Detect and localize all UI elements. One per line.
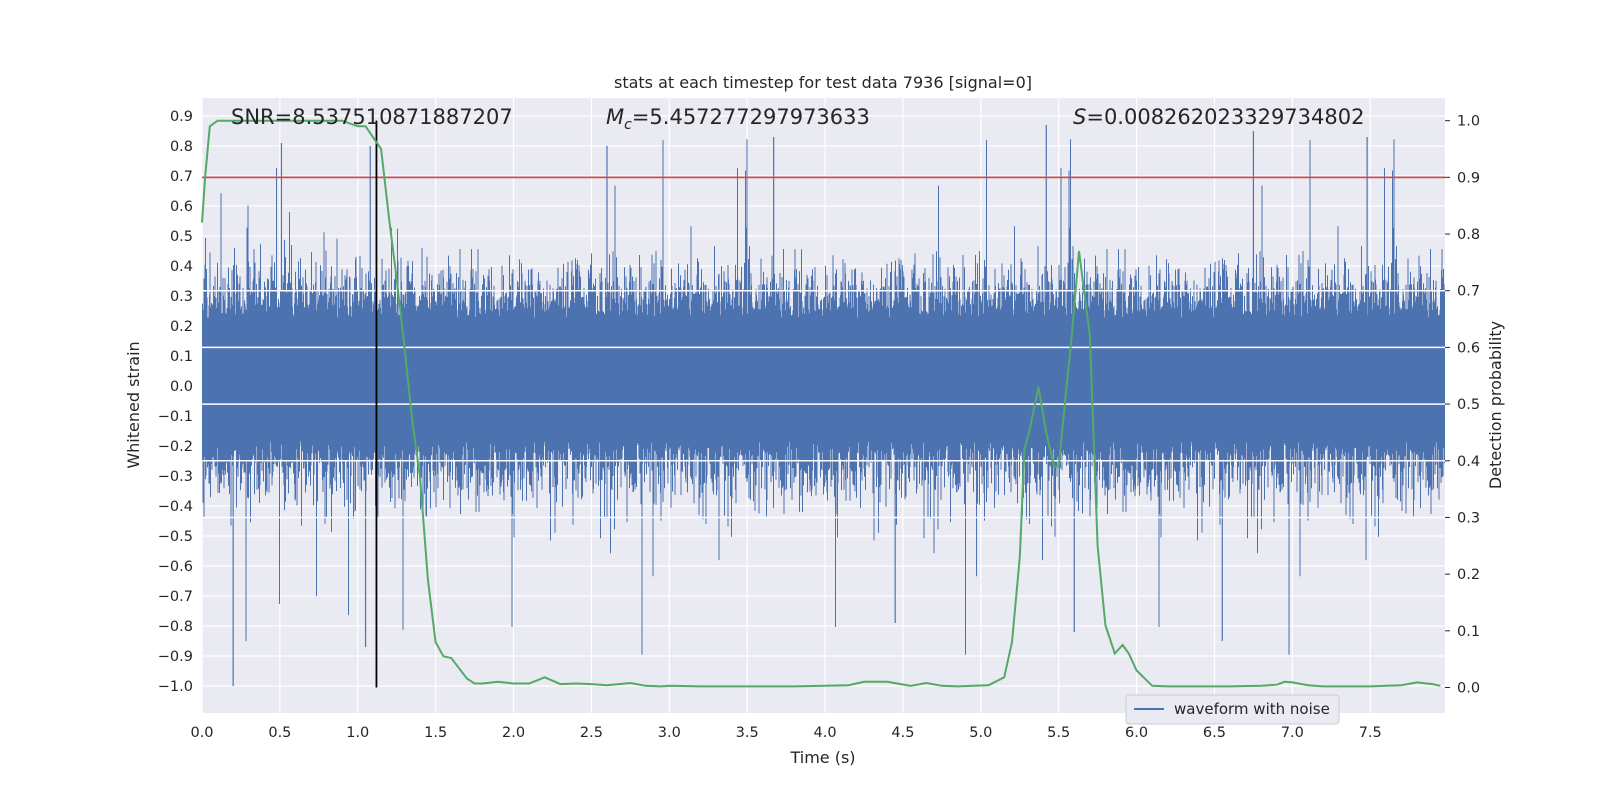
x-tick-label: 3.0 xyxy=(658,725,681,741)
y-right-tick-label: 0.4 xyxy=(1457,454,1480,470)
y-tick-label: −0.6 xyxy=(158,559,193,575)
y-right-tick-label: 0.6 xyxy=(1457,340,1480,356)
y-right-tick-label: 1.0 xyxy=(1457,114,1480,130)
mc-subscript: c xyxy=(624,117,632,133)
y-tick-label: −0.4 xyxy=(158,499,193,515)
y-tick-label: 0.1 xyxy=(170,349,193,365)
mc-symbol: M xyxy=(606,105,624,129)
x-tick-label: 1.5 xyxy=(424,725,447,741)
y-tick-label: 0.7 xyxy=(170,169,193,185)
y-tick-label: 0.9 xyxy=(170,109,193,125)
y-right-tick-label: 0.3 xyxy=(1457,510,1480,526)
legend-box xyxy=(1125,694,1340,725)
chirp-mass-annotation: Mc=5.457277297973633 xyxy=(606,105,870,133)
y-right-tick-label: 0.0 xyxy=(1457,680,1480,696)
x-axis-label: Time (s) xyxy=(789,748,855,767)
x-tick-label: 2.0 xyxy=(502,725,525,741)
y-tick-label: 0.4 xyxy=(170,259,193,275)
y-tick-label: 0.2 xyxy=(170,319,193,335)
y-right-axis-ticks: 1.0 0.9 0.8 0.7 0.6 0.5 0.4 0.3 0.2 0.1 0.0 xyxy=(1445,114,1480,696)
y-right-tick-label: 0.1 xyxy=(1457,624,1480,640)
y-axis-ticks: 0.9 0.8 0.7 0.6 0.5 0.4 0.3 0.2 0.1 0.0 −0.1 −0.2 −0… xyxy=(158,109,193,695)
x-tick-label: 6.0 xyxy=(1125,725,1148,741)
y-tick-label: −0.9 xyxy=(158,649,193,665)
legend: waveform with noise xyxy=(1125,694,1340,725)
x-tick-label: 5.0 xyxy=(969,725,992,741)
snr-annotation: SNR=8.537510871887207 xyxy=(231,105,513,129)
x-tick-label: 0.0 xyxy=(190,725,213,741)
waveform-line xyxy=(202,139,1445,655)
y-right-tick-label: 0.5 xyxy=(1457,397,1480,413)
y-right-tick-label: 0.9 xyxy=(1457,170,1480,186)
x-tick-label: 5.5 xyxy=(1047,725,1070,741)
y-right-tick-label: 0.7 xyxy=(1457,284,1480,300)
y-tick-label: −0.3 xyxy=(158,469,193,485)
s-value: =0.008262023329734802 xyxy=(1086,105,1364,129)
y-right-axis-label: Detection probability xyxy=(1486,321,1505,489)
x-tick-label: 4.0 xyxy=(814,725,837,741)
mc-value: =5.457277297973633 xyxy=(632,105,870,129)
x-tick-label: 6.5 xyxy=(1203,725,1226,741)
y-tick-label: −0.8 xyxy=(158,619,193,635)
y-right-tick-label: 0.8 xyxy=(1457,227,1480,243)
y-tick-label: 0.8 xyxy=(170,139,193,155)
y-tick-label: 0.5 xyxy=(170,229,193,245)
x-tick-label: 2.5 xyxy=(580,725,603,741)
right-axis-overlays xyxy=(201,119,1445,688)
y-tick-label: 0.3 xyxy=(170,289,193,305)
y-tick-label: 0.0 xyxy=(170,379,193,395)
y-right-tick-label: 0.2 xyxy=(1457,567,1480,583)
y-tick-label: −0.5 xyxy=(158,529,193,545)
x-tick-label: 7.0 xyxy=(1281,725,1304,741)
y-tick-label: −0.1 xyxy=(158,409,193,425)
s-annotation: S=0.008262023329734802 xyxy=(1073,105,1364,129)
y-tick-label: −1.0 xyxy=(158,679,193,695)
x-tick-label: 7.5 xyxy=(1359,725,1382,741)
detection-probability-line xyxy=(201,119,1441,688)
y-tick-label: −0.2 xyxy=(158,439,193,455)
chart-title: stats at each timestep for test data 793… xyxy=(614,73,1032,92)
legend-label-waveform: waveform with noise xyxy=(1174,700,1330,718)
x-tick-label: 3.5 xyxy=(736,725,759,741)
x-tick-label: 0.5 xyxy=(268,725,291,741)
x-tick-label: 1.0 xyxy=(346,725,369,741)
waveform-series xyxy=(202,125,1445,686)
plot-content xyxy=(201,119,1445,688)
y-axis-label: Whitened strain xyxy=(124,341,143,468)
x-axis-ticks: 0.0 0.5 1.0 1.5 2.0 2.5 3.0 3.5 4.0 4.5 5.0 5.5 6.0 6… xyxy=(190,725,1381,741)
x-tick-label: 4.5 xyxy=(891,725,914,741)
s-symbol: S xyxy=(1073,105,1086,129)
y-tick-label: 0.6 xyxy=(170,199,193,215)
y-tick-label: −0.7 xyxy=(158,589,193,605)
